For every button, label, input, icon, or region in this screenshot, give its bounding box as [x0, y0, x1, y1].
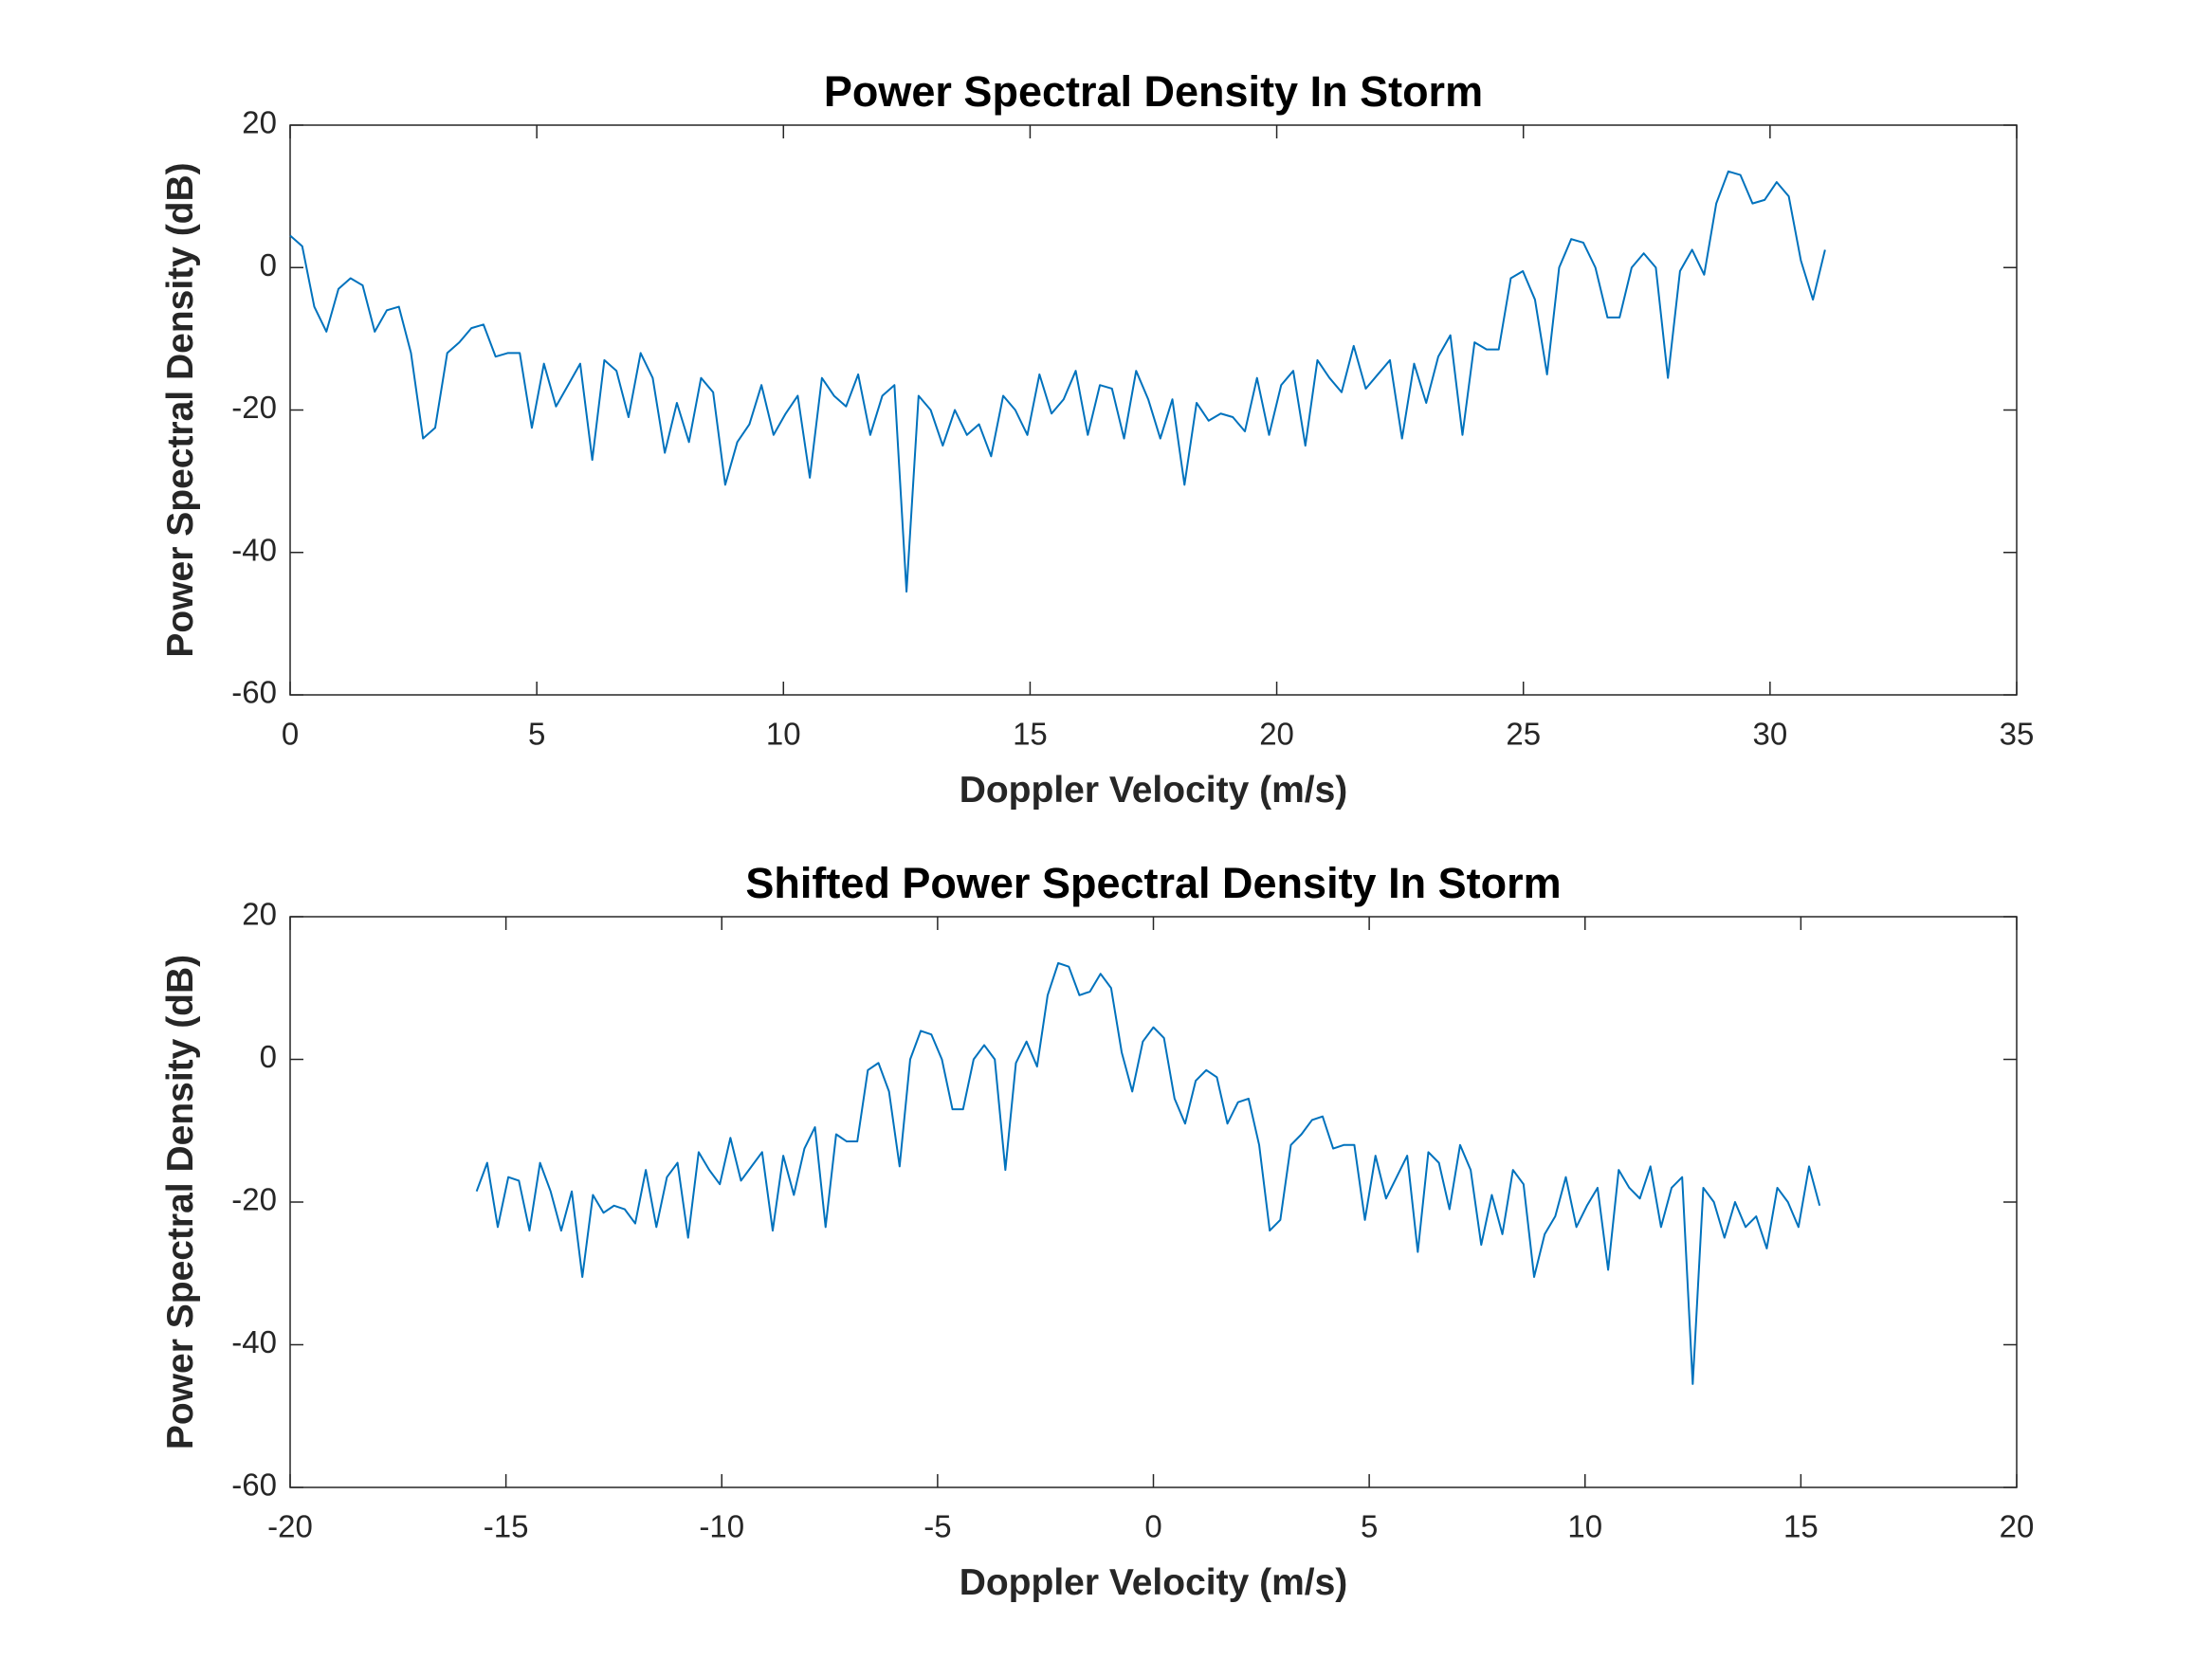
x-tick-label: 5 — [528, 717, 545, 752]
x-axis-label: Doppler Velocity (m/s) — [960, 770, 1348, 811]
x-tick-label: -20 — [267, 1509, 313, 1544]
x-tick-label: -15 — [484, 1509, 529, 1544]
x-tick-label: 5 — [1361, 1509, 1378, 1544]
y-tick-label: -40 — [231, 1324, 277, 1359]
y-tick-label: -20 — [231, 1182, 277, 1217]
x-tick-label: 15 — [1783, 1509, 1819, 1544]
y-tick-label: 0 — [260, 247, 277, 283]
data-line — [289, 170, 1826, 593]
y-tick-label: -60 — [231, 675, 277, 710]
y-tick-label: -20 — [231, 390, 277, 425]
chart-title: Power Spectral Density In Storm — [824, 67, 1483, 116]
y-tick-label: -60 — [231, 1468, 277, 1503]
x-tick-label: 0 — [282, 717, 299, 752]
x-tick-label: -5 — [923, 1509, 951, 1544]
chart-title: Shifted Power Spectral Density In Storm — [745, 859, 1561, 907]
x-tick-label: 20 — [2000, 1509, 2035, 1544]
x-tick-label: 0 — [1144, 1509, 1161, 1544]
y-tick-label: 20 — [242, 105, 277, 140]
y-axis-label: Power Spectral Density (dB) — [160, 955, 201, 1449]
x-tick-label: 25 — [1506, 717, 1541, 752]
x-tick-label: 10 — [1567, 1509, 1602, 1544]
x-tick-label: 35 — [2000, 717, 2035, 752]
axes-frame — [289, 124, 2018, 696]
x-tick-label: 15 — [1013, 717, 1048, 752]
axes-frame — [289, 916, 2018, 1488]
x-tick-label: 20 — [1259, 717, 1294, 752]
y-axis-label: Power Spectral Density (dB) — [160, 162, 201, 657]
y-tick-label: -40 — [231, 532, 277, 567]
y-tick-label: 20 — [242, 897, 277, 932]
x-axis-label: Doppler Velocity (m/s) — [960, 1562, 1348, 1603]
x-tick-label: 30 — [1752, 717, 1787, 752]
x-tick-label: 10 — [766, 717, 801, 752]
y-tick-label: 0 — [260, 1039, 277, 1074]
data-line — [475, 961, 1821, 1385]
x-tick-label: -10 — [699, 1509, 744, 1544]
